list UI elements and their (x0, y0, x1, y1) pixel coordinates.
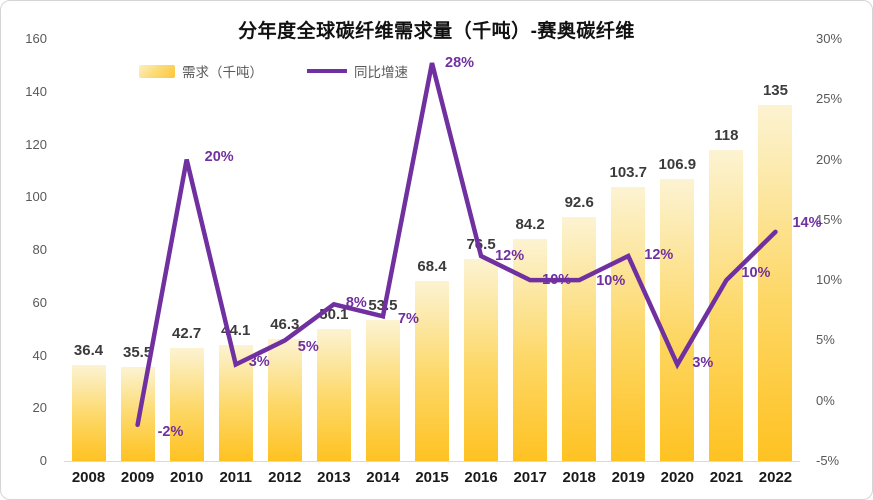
bar-value-label-2016: 76.5 (466, 236, 496, 254)
y-axis-left-tick: 20 (32, 400, 47, 416)
y-axis-left-tick: 0 (39, 453, 47, 468)
x-axis-tick-2014: 2014 (366, 469, 400, 486)
bar-value-label-2008: 36.4 (73, 341, 104, 359)
bar-2009 (120, 367, 155, 461)
y-axis-right-tick: 30% (816, 31, 843, 46)
growth-point-label-2017: 10% (542, 272, 572, 289)
bar-2012 (267, 338, 302, 461)
bar-2008 (71, 364, 106, 461)
y-axis-right-tick: 15% (816, 211, 843, 227)
legend: 需求（千吨） 同比增速 (139, 61, 408, 81)
bar-value-label-2022: 135 (762, 81, 788, 99)
bar-2021 (709, 149, 744, 461)
y-axis-left-tick: 140 (25, 83, 47, 99)
bar-value-label-2010: 42.7 (172, 325, 202, 343)
growth-point-label-2016: 12% (495, 248, 525, 265)
y-axis-right-tick: 25% (816, 91, 843, 107)
bar-2019 (611, 187, 646, 461)
growth-point-label-2021: 10% (741, 265, 771, 282)
x-axis-tick-2013: 2013 (317, 469, 351, 486)
legend-item-demand: 需求（千吨） (139, 61, 263, 81)
chart-title: 分年度全球碳纤维需求量（千吨）-赛奥碳纤维 (238, 21, 635, 42)
y-axis-left-tick: 160 (25, 31, 47, 46)
bar-value-label-2015: 68.4 (417, 257, 447, 275)
bar-value-label-2020: 106.9 (658, 156, 697, 174)
bar-2018 (562, 216, 597, 461)
y-axis-right-tick: 10% (816, 272, 843, 288)
legend-growth-label: 同比增速 (354, 65, 408, 80)
bar-value-label-2017: 84.2 (515, 215, 545, 233)
growth-point-label-2010: 20% (204, 148, 234, 165)
growth-point-label-2022: 14% (792, 214, 822, 231)
bar-swatch-icon (139, 64, 175, 78)
x-axis-tick-2012: 2012 (268, 469, 302, 486)
bar-2020 (660, 179, 695, 461)
x-axis-tick-2022: 2022 (758, 469, 793, 486)
bar-value-label-2011: 44.1 (221, 321, 251, 339)
bar-value-label-2021: 118 (714, 126, 739, 144)
x-axis-tick-2019: 2019 (611, 469, 645, 486)
growth-point-label-2014: 7% (397, 311, 419, 328)
x-axis-tick-2017: 2017 (513, 469, 547, 486)
growth-point-label-2019: 12% (644, 247, 674, 264)
bar-value-label-2019: 103.7 (609, 164, 648, 182)
x-axis-line (64, 461, 800, 462)
bar-2015 (415, 280, 449, 461)
line-swatch-icon (307, 69, 347, 73)
growth-point-label-2013: 8% (345, 295, 367, 312)
x-axis-tick-2009: 2009 (120, 469, 155, 486)
growth-point-label-2011: 3% (248, 353, 270, 370)
bar-value-label-2012: 46.3 (270, 315, 300, 333)
bar-2022 (758, 104, 793, 461)
bar-2014 (365, 319, 400, 461)
x-axis-tick-2015: 2015 (415, 469, 449, 486)
growth-point-label-2015: 28% (445, 55, 475, 72)
bar-value-label-2018: 92.6 (564, 193, 594, 211)
legend-item-growth: 同比增速 (307, 61, 408, 81)
bar-value-label-2014: 53.5 (368, 296, 398, 314)
x-axis-tick-2021: 2021 (709, 469, 744, 486)
bar-2016 (464, 259, 499, 461)
y-axis-left-tick: 120 (25, 136, 47, 152)
x-axis-tick-2020: 2020 (660, 469, 695, 486)
y-axis-right-tick: 20% (816, 151, 843, 167)
x-axis-tick-2011: 2011 (219, 469, 252, 486)
x-axis-tick-2008: 2008 (71, 469, 106, 486)
x-axis-tick-2010: 2010 (169, 469, 204, 486)
y-axis-left-tick: 40 (32, 347, 47, 363)
bar-2010 (169, 348, 204, 461)
y-axis-left-tick: 100 (25, 189, 47, 205)
x-axis-tick-2018: 2018 (562, 469, 596, 486)
growth-point-label-2018: 10% (596, 273, 626, 290)
y-axis-left-tick: 80 (32, 242, 47, 257)
x-axis-tick-2016: 2016 (464, 469, 498, 486)
bar-value-label-2013: 50.1 (319, 305, 349, 323)
y-axis-right-tick: 0% (816, 392, 835, 408)
y-axis-right-tick: -5% (816, 453, 840, 468)
growth-point-label-2020: 3% (692, 354, 714, 371)
bar-2013 (316, 328, 351, 461)
growth-point-label-2009: -2% (157, 423, 184, 440)
bar-2011 (218, 344, 253, 461)
bar-value-label-2009: 35.5 (122, 344, 153, 362)
y-axis-left-tick: 60 (32, 294, 47, 310)
growth-point-label-2012: 5% (297, 339, 319, 356)
legend-demand-label: 需求（千吨） (182, 65, 263, 80)
y-axis-right-tick: 5% (816, 332, 835, 348)
